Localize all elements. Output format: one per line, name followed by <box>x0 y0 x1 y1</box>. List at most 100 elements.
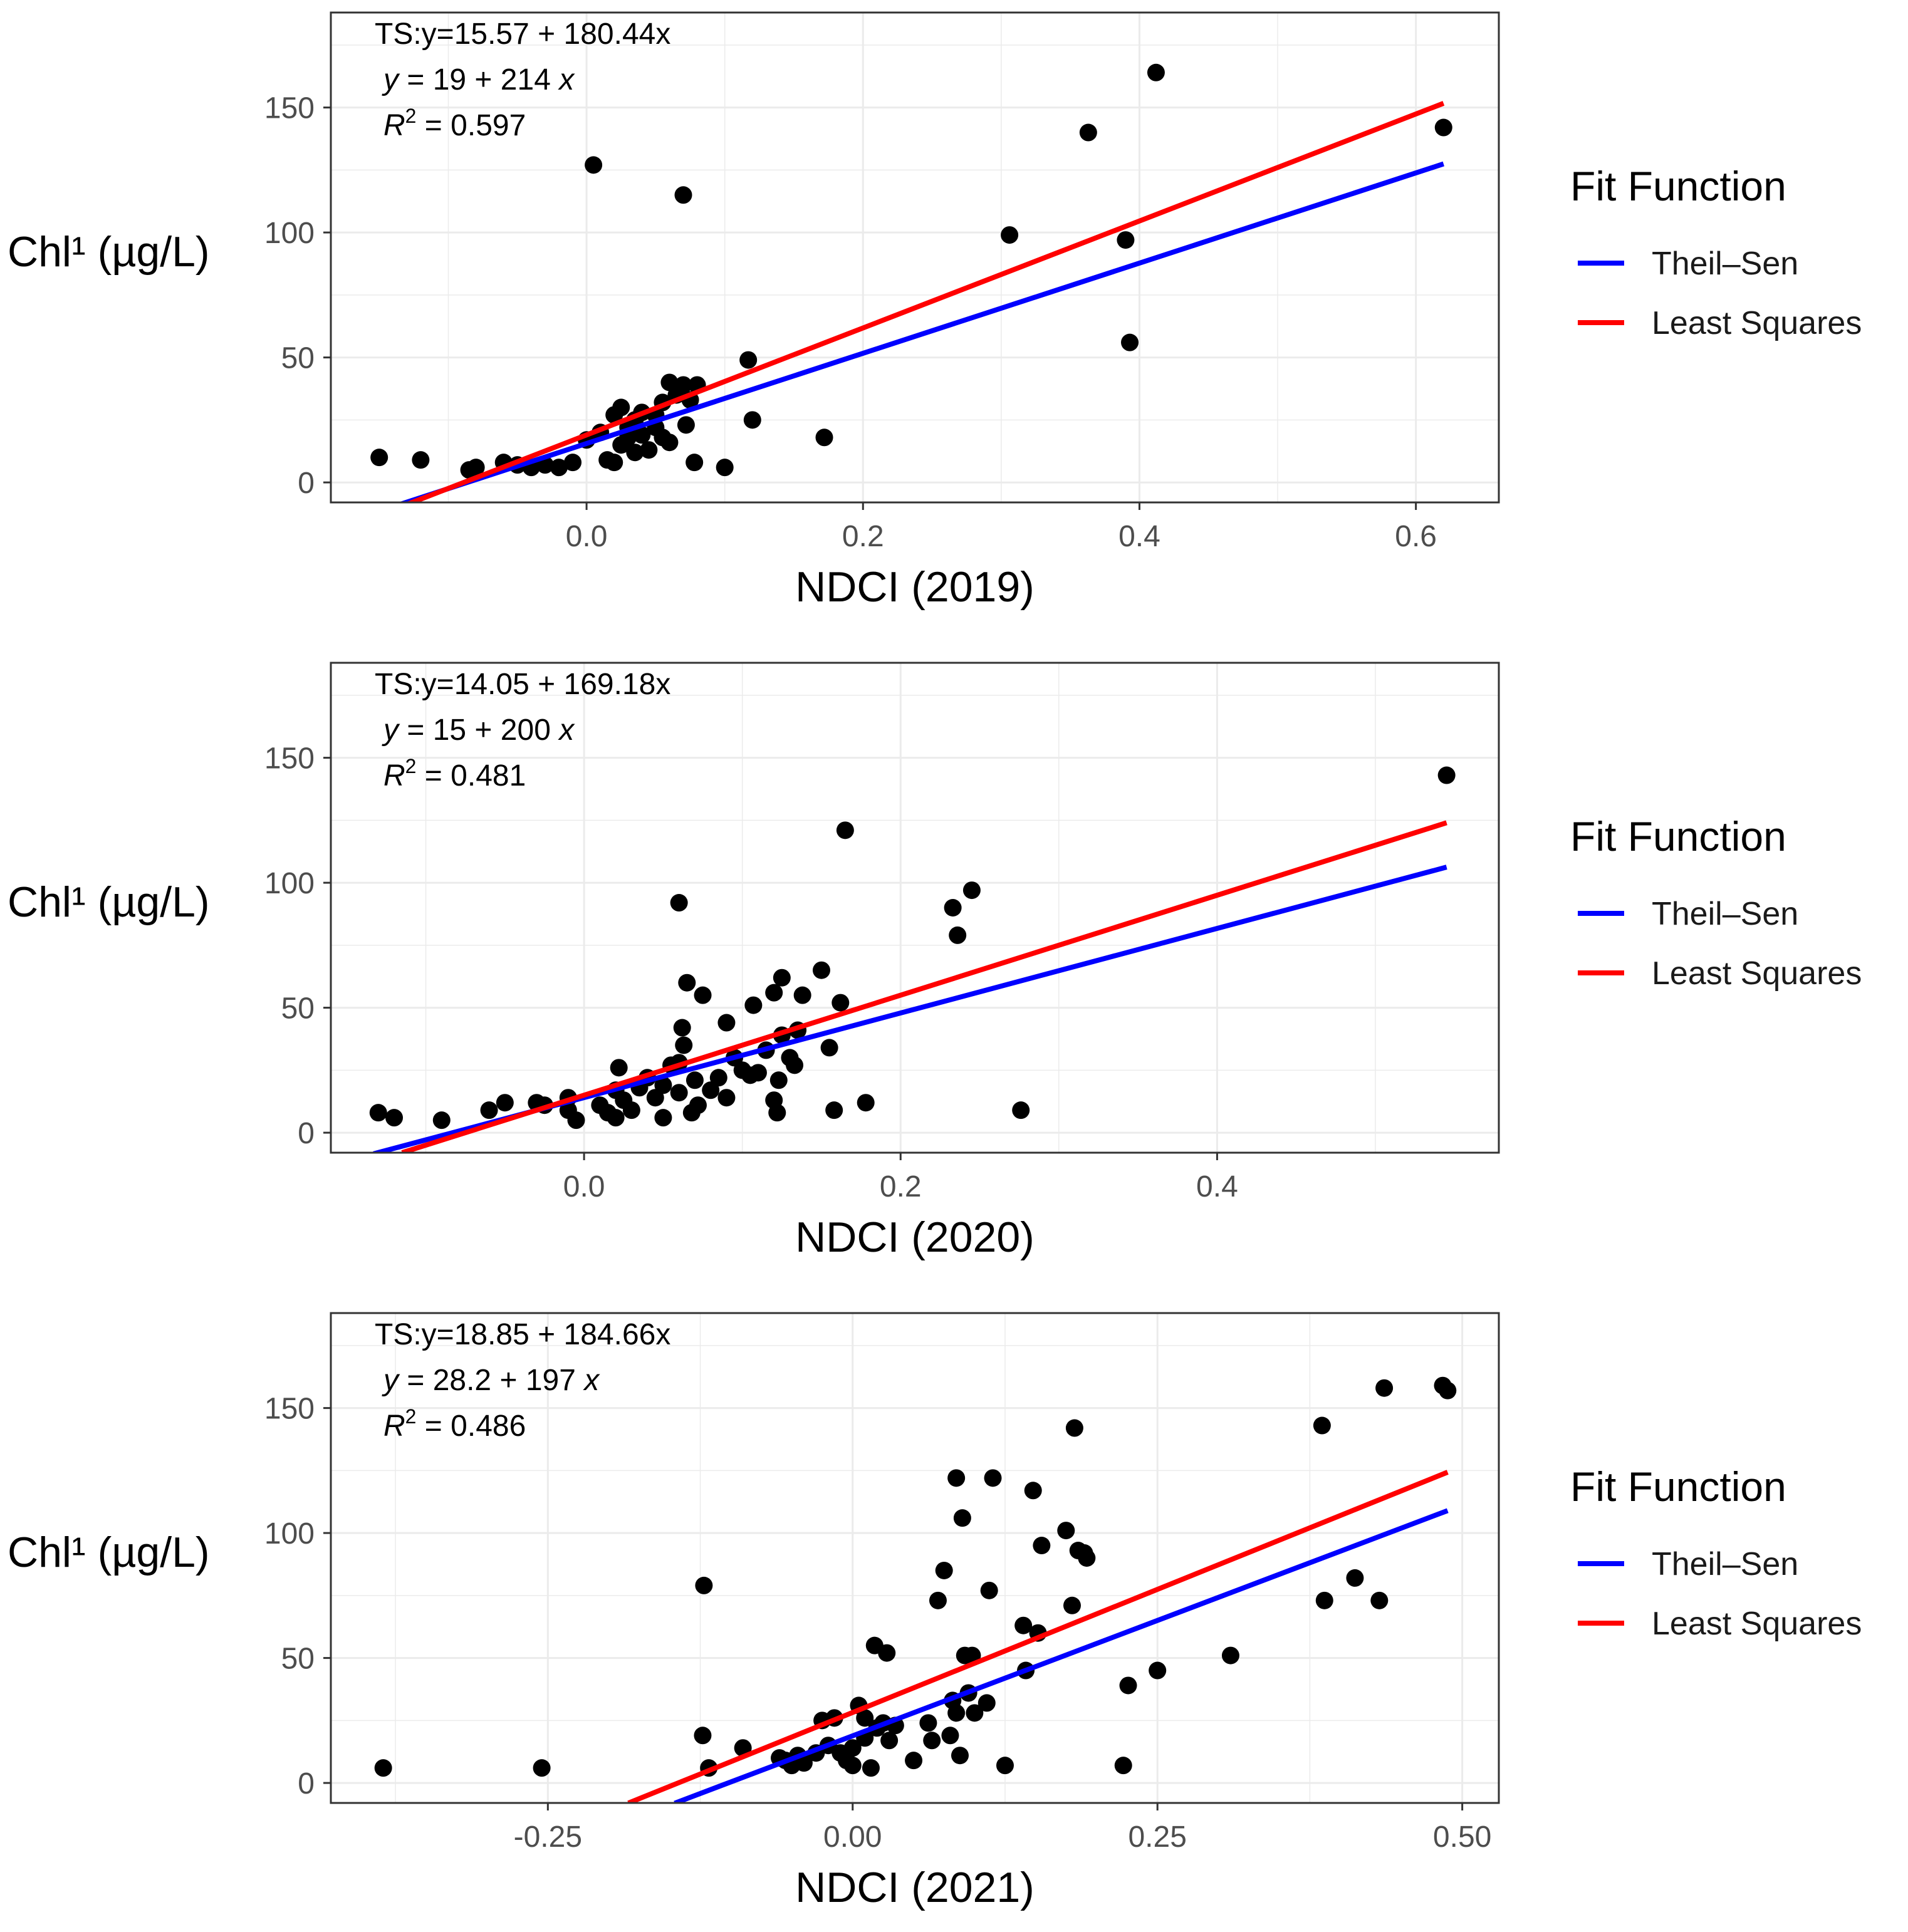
ls-lhs: y <box>382 714 400 747</box>
legend-label: Theil–Sen <box>1652 246 1798 282</box>
ls-x: x <box>583 1364 600 1397</box>
least-squares-equation: y = 19 + 214 x <box>382 63 575 96</box>
data-point <box>831 994 850 1012</box>
chart-panel-2: 0.0 0.2 0.4 0 50 100 150 NDCI (2020) Chl¹ (µg/L)… <box>8 662 1862 1261</box>
y-tick-label: 150 <box>264 742 315 776</box>
r2-rhs: = 0.597 <box>416 109 526 142</box>
data-point <box>793 986 811 1004</box>
data-point <box>717 1014 736 1032</box>
data-points <box>369 766 1456 1130</box>
r2-rhs: = 0.486 <box>416 1410 526 1443</box>
data-point <box>610 1059 628 1077</box>
x-axis-title: NDCI (2021) <box>795 1864 1035 1911</box>
data-point <box>467 459 485 477</box>
data-point <box>654 1076 672 1094</box>
data-point <box>686 454 704 472</box>
data-point <box>1117 231 1135 249</box>
data-point <box>1078 1549 1096 1567</box>
data-point <box>432 1111 451 1130</box>
data-point <box>480 1101 498 1119</box>
data-point <box>564 454 582 472</box>
x-axis: 0.0 0.2 0.4 0.6 <box>566 502 1437 553</box>
least-squares-line <box>627 1470 1449 1803</box>
data-point <box>953 1509 971 1527</box>
data-point <box>550 459 568 477</box>
ls-lhs: y <box>382 63 400 96</box>
data-point <box>670 894 688 912</box>
r-squared-label: R2 = 0.597 <box>383 105 526 142</box>
data-point <box>1063 1596 1081 1614</box>
data-point <box>919 1714 937 1732</box>
least-squares-line <box>405 101 1445 502</box>
x-tick-label: 0.4 <box>1196 1170 1238 1203</box>
r2-superscript: 2 <box>405 1405 417 1428</box>
data-point <box>702 1081 720 1099</box>
equation-annotations: TS:y=15.57 + 180.44x y = 19 + 214 x R2 = 0… <box>375 18 670 142</box>
y-tick-label: 100 <box>264 867 315 900</box>
data-point <box>670 1084 688 1102</box>
y-axis-title: Chl¹ (µg/L) <box>8 1529 210 1576</box>
ls-lhs: y <box>382 1364 400 1397</box>
r-squared-label: R2 = 0.486 <box>383 1405 526 1443</box>
r2-rhs: = 0.481 <box>416 759 526 792</box>
data-point <box>923 1732 941 1750</box>
theil-sen-equation: TS:y=18.85 + 184.66x <box>375 1318 670 1351</box>
ls-x: x <box>558 63 575 96</box>
legend-label: Least Squares <box>1652 955 1862 992</box>
data-point <box>716 459 734 477</box>
y-tick-label: 0 <box>298 1117 315 1150</box>
data-point <box>856 1709 874 1727</box>
x-tick-label: 0.25 <box>1128 1820 1186 1854</box>
data-point <box>1346 1569 1364 1587</box>
x-axis: -0.25 0.00 0.25 0.50 <box>514 1803 1491 1854</box>
data-point <box>929 1591 947 1609</box>
data-point <box>749 1064 767 1082</box>
legend-title: Fit Function <box>1570 813 1786 860</box>
data-point <box>880 1732 899 1750</box>
theil-sen-equation: TS:y=15.57 + 180.44x <box>375 18 670 51</box>
data-point <box>820 1039 838 1057</box>
data-point <box>739 351 758 369</box>
legend: Fit Function Theil–Sen Least Squares <box>1570 163 1862 341</box>
data-point <box>1375 1379 1394 1397</box>
data-point <box>1014 1616 1033 1634</box>
data-point <box>370 449 388 467</box>
data-point <box>1033 1537 1051 1555</box>
data-point <box>825 1101 843 1119</box>
x-tick-label: 0.6 <box>1395 520 1437 553</box>
data-point <box>717 1089 736 1107</box>
data-point <box>660 434 679 452</box>
data-points <box>374 1376 1457 1777</box>
data-point <box>1439 1381 1457 1400</box>
data-point <box>1057 1522 1075 1540</box>
r2-superscript: 2 <box>405 755 417 777</box>
r2-lhs: R <box>383 759 405 792</box>
data-point <box>694 986 712 1004</box>
data-point <box>878 1644 896 1662</box>
least-squares-equation: y = 15 + 200 x <box>382 714 575 747</box>
data-point <box>694 1727 712 1745</box>
least-squares-equation: y = 28.2 + 197 x <box>382 1364 600 1397</box>
data-point <box>605 454 623 472</box>
panel-background <box>331 1313 1499 1803</box>
data-point <box>1315 1591 1333 1609</box>
data-point <box>857 1094 875 1112</box>
y-tick-label: 50 <box>281 1643 315 1676</box>
theil-sen-line <box>674 1508 1449 1803</box>
data-point <box>674 376 692 394</box>
y-axis: 0 50 100 150 <box>264 742 331 1150</box>
legend-title: Fit Function <box>1570 1463 1786 1510</box>
y-tick-label: 150 <box>264 92 315 125</box>
fit-lines <box>373 820 1447 1153</box>
data-point <box>843 1739 862 1757</box>
x-axis-title: NDCI (2019) <box>795 563 1035 611</box>
least-squares-line <box>401 820 1447 1153</box>
data-point <box>935 1561 953 1579</box>
y-tick-label: 50 <box>281 342 315 375</box>
data-point <box>412 451 430 469</box>
data-point <box>675 1036 693 1054</box>
ls-rhs: = 19 + 214 <box>399 63 559 96</box>
fit-lines <box>627 1470 1449 1803</box>
legend-label: Theil–Sen <box>1652 1546 1798 1582</box>
